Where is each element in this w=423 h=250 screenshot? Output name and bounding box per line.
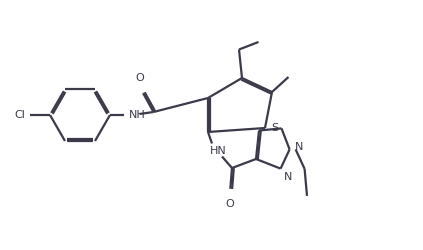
Text: N: N — [294, 142, 303, 152]
Text: N: N — [283, 172, 292, 181]
Text: Cl: Cl — [15, 110, 25, 120]
Text: S: S — [271, 123, 278, 133]
Text: HN: HN — [210, 146, 227, 156]
Text: O: O — [225, 199, 234, 209]
Text: NH: NH — [129, 110, 145, 120]
Text: O: O — [136, 74, 144, 84]
